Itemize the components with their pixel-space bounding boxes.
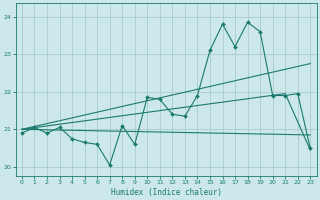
X-axis label: Humidex (Indice chaleur): Humidex (Indice chaleur) xyxy=(111,188,221,197)
